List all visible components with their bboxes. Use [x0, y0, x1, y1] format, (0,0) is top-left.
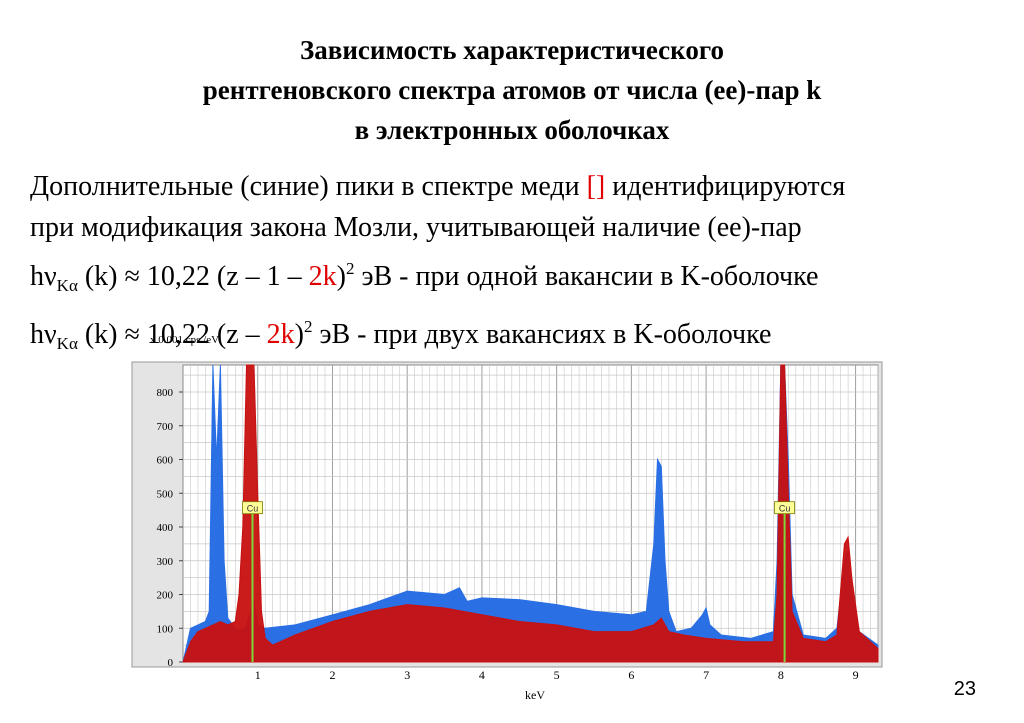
x-tick-label: 1 — [255, 668, 261, 682]
y-tick-label: 300 — [157, 556, 174, 568]
formula-two-vacancies: hνKα (k) ≈ 10,22 (z – 2k)2 эВ - при двух… — [30, 317, 772, 353]
title-line-2: рентгеновского спектра атомов от числа (… — [202, 75, 822, 105]
x-axis-label: keV — [525, 688, 545, 702]
x-tick-label: 9 — [853, 668, 859, 682]
formula-one-vacancy: hνKα (k) ≈ 10,22 (z – 1 – 2k)2 эВ - при … — [30, 259, 819, 295]
x-tick-label: 4 — [479, 668, 485, 682]
marker-label-cu: Cu — [247, 504, 259, 514]
y-tick-label: 700 — [157, 421, 174, 433]
x-tick-label: 2 — [329, 668, 335, 682]
title-line-3: в электронных оболочках — [354, 115, 670, 145]
y-tick-label: 200 — [157, 590, 174, 602]
page-number: 23 — [953, 678, 976, 700]
reference-link[interactable]: [] — [586, 171, 606, 202]
x-tick-label: 6 — [628, 668, 634, 682]
slide-body: Дополнительные (синие) пики в спектре ме… — [30, 166, 1024, 364]
marker-box-cu — [242, 501, 263, 515]
marker-label-cu: Cu — [779, 504, 791, 514]
title-line-1: Зависимость характеристического — [300, 35, 724, 65]
x-tick-label: 5 — [554, 668, 560, 682]
marker-box-cu — [774, 501, 795, 515]
y-tick-label: 400 — [157, 522, 174, 534]
body-line-2: при модификация закона Мозли, учитывающе… — [30, 212, 802, 243]
x-tick-label: 7 — [703, 668, 709, 682]
y-tick-label: 100 — [157, 623, 174, 635]
y-tick-label: 0 — [168, 657, 174, 669]
body-line-1: Дополнительные (синие) пики в спектре ме… — [30, 171, 846, 202]
x-tick-label: 8 — [778, 668, 784, 682]
y-tick-label: 600 — [157, 455, 174, 467]
slide-title: Зависимость характеристического рентгено… — [0, 30, 1024, 150]
y-tick-label: 800 — [157, 387, 174, 399]
x-tick-label: 3 — [404, 668, 410, 682]
y-axis-label: x 0.001 cps /eV — [150, 334, 219, 346]
y-tick-label: 500 — [157, 488, 174, 500]
